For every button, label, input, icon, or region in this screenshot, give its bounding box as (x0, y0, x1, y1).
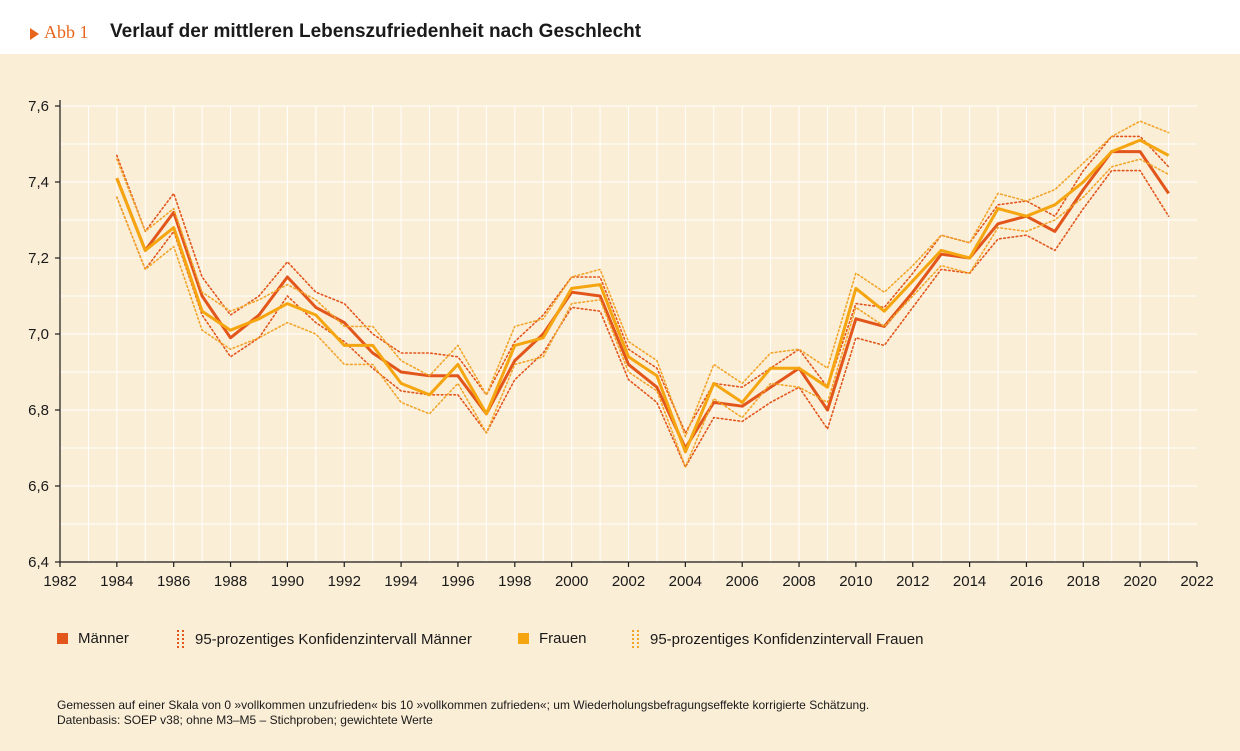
note-scale: Gemessen auf einer Skala von 0 »vollkomm… (57, 698, 870, 712)
legend-swatch-maenner-ci (177, 630, 185, 648)
y-tick-label: 6,6 (28, 478, 49, 495)
series-line-5 (116, 158, 1170, 468)
legend-swatch-frauen (518, 633, 529, 644)
legend-item-maenner: Männer (57, 630, 129, 647)
legend-item-frauen-ci: 95-prozentiges Konfidenzintervall Frauen (632, 630, 924, 648)
y-tick-label: 6,8 (28, 402, 49, 419)
x-tick-label: 2000 (555, 573, 588, 590)
legend-swatch-frauen-ci (632, 630, 640, 648)
figure-notes: Gemessen auf einer Skala von 0 »vollkomm… (57, 698, 869, 728)
x-tick-label: 2004 (669, 573, 702, 590)
legend-item-frauen: Frauen (518, 630, 587, 647)
x-tick-label: 2020 (1123, 573, 1156, 590)
x-tick-label: 2018 (1067, 573, 1100, 590)
legend-swatch-maenner (57, 633, 68, 644)
x-tick-label: 2006 (726, 573, 759, 590)
x-tick-label: 2022 (1180, 573, 1213, 590)
x-tick-label: 2010 (839, 573, 872, 590)
chart-panel (0, 54, 1240, 751)
y-tick-label: 7,2 (28, 250, 49, 267)
legend-label-frauen: Frauen (539, 630, 587, 647)
y-tick-label: 7,4 (28, 174, 49, 191)
x-tick-label: 1986 (157, 573, 190, 590)
y-tick-label: 7,6 (28, 98, 49, 115)
x-tick-label: 1998 (498, 573, 531, 590)
x-tick-label: 2016 (1010, 573, 1043, 590)
x-tick-label: 2008 (782, 573, 815, 590)
series-line-3 (115, 138, 1170, 454)
series-line-2 (116, 169, 1170, 468)
chart-legend: Männer 95-prozentiges Konfidenzintervall… (0, 630, 1240, 654)
figure-marker-icon (30, 28, 39, 40)
chart-grid (60, 105, 1197, 562)
y-tick-labels: 6,4 6,6 6,8 7,0 7,2 7,4 7,6 (28, 98, 49, 571)
x-tick-label: 1992 (328, 573, 361, 590)
figure-header: Abb 1 Verlauf der mittleren Lebenszufrie… (0, 0, 1240, 54)
legend-label-maenner-ci: 95-prozentiges Konfidenzintervall Männer (195, 630, 472, 648)
x-tick-label: 2014 (953, 573, 986, 590)
x-tick-label: 2012 (896, 573, 929, 590)
x-tick-labels: 1982 1984 1986 1988 1990 1992 1994 1996 1998 2000… (43, 573, 1213, 590)
series-line-1 (116, 135, 1170, 434)
y-tick-label: 7,0 (28, 326, 49, 343)
chart-axes (55, 100, 1198, 567)
legend-label-frauen-ci: 95-prozentiges Konfidenzintervall Frauen (650, 630, 924, 648)
note-source: Datenbasis: SOEP v38; ohne M3–M5 – Stich… (57, 713, 433, 727)
series-line-0 (115, 150, 1170, 450)
x-tick-label: 1990 (271, 573, 304, 590)
x-tick-label: 2002 (612, 573, 645, 590)
x-tick-label: 1982 (43, 573, 76, 590)
x-tick-label: 1994 (384, 573, 417, 590)
legend-item-maenner-ci: 95-prozentiges Konfidenzintervall Männer (177, 630, 472, 648)
figure-label: Abb 1 (44, 22, 89, 42)
x-tick-label: 1988 (214, 573, 247, 590)
y-tick-label: 6,4 (28, 554, 49, 571)
chart-series (115, 120, 1170, 468)
x-tick-label: 1984 (100, 573, 133, 590)
figure-title: Verlauf der mittleren Lebenszufriedenhei… (110, 21, 642, 42)
legend-label-maenner: Männer (78, 630, 129, 647)
series-line-4 (116, 120, 1170, 438)
x-tick-label: 1996 (441, 573, 474, 590)
